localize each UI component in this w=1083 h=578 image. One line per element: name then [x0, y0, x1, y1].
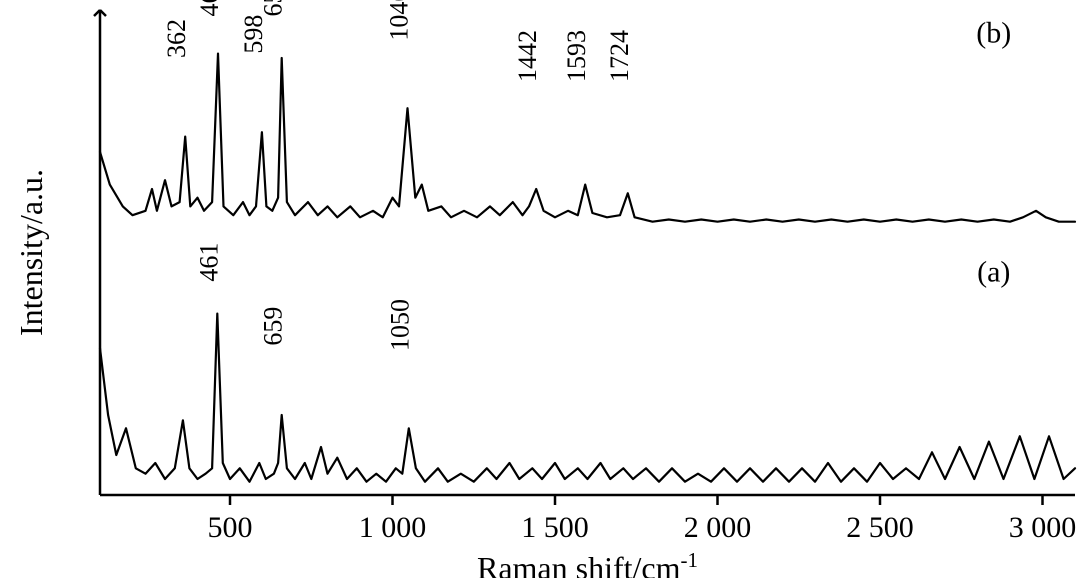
peak-label: 1593 [562, 30, 591, 82]
x-tick-label: 1 000 [359, 511, 427, 544]
peak-label: 463 [195, 0, 224, 17]
spectrum-a [100, 314, 1075, 482]
x-tick-label: 3 000 [1009, 511, 1077, 544]
x-axis-label: Raman shift/cm-1 [477, 548, 698, 578]
peak-label: 1724 [605, 30, 634, 82]
x-tick-label: 1 500 [521, 511, 589, 544]
x-tick-label: 2 500 [846, 511, 914, 544]
chart-svg: 500 1 000 1 500 2 000 2 500 3 000 Raman shift/… [0, 0, 1083, 578]
panel-label-b: (b) [976, 17, 1011, 50]
peak-label: 1046 [384, 0, 413, 41]
peak-label: 1050 [386, 299, 415, 351]
x-tick-label: 500 [208, 511, 253, 544]
peak-label: 659 [259, 307, 288, 346]
peak-label: 1442 [513, 30, 542, 82]
peak-label: 461 [194, 243, 223, 282]
y-axis-label: Intensity/a.u. [13, 169, 49, 336]
panel-label-a: (a) [977, 256, 1010, 289]
peak-label: 659 [259, 0, 288, 17]
raman-spectrum-chart: 500 1 000 1 500 2 000 2 500 3 000 Raman shift/… [0, 0, 1083, 578]
x-tick-label: 2 000 [684, 511, 752, 544]
peak-label: 362 [162, 19, 191, 58]
peak-label: 598 [239, 15, 268, 54]
